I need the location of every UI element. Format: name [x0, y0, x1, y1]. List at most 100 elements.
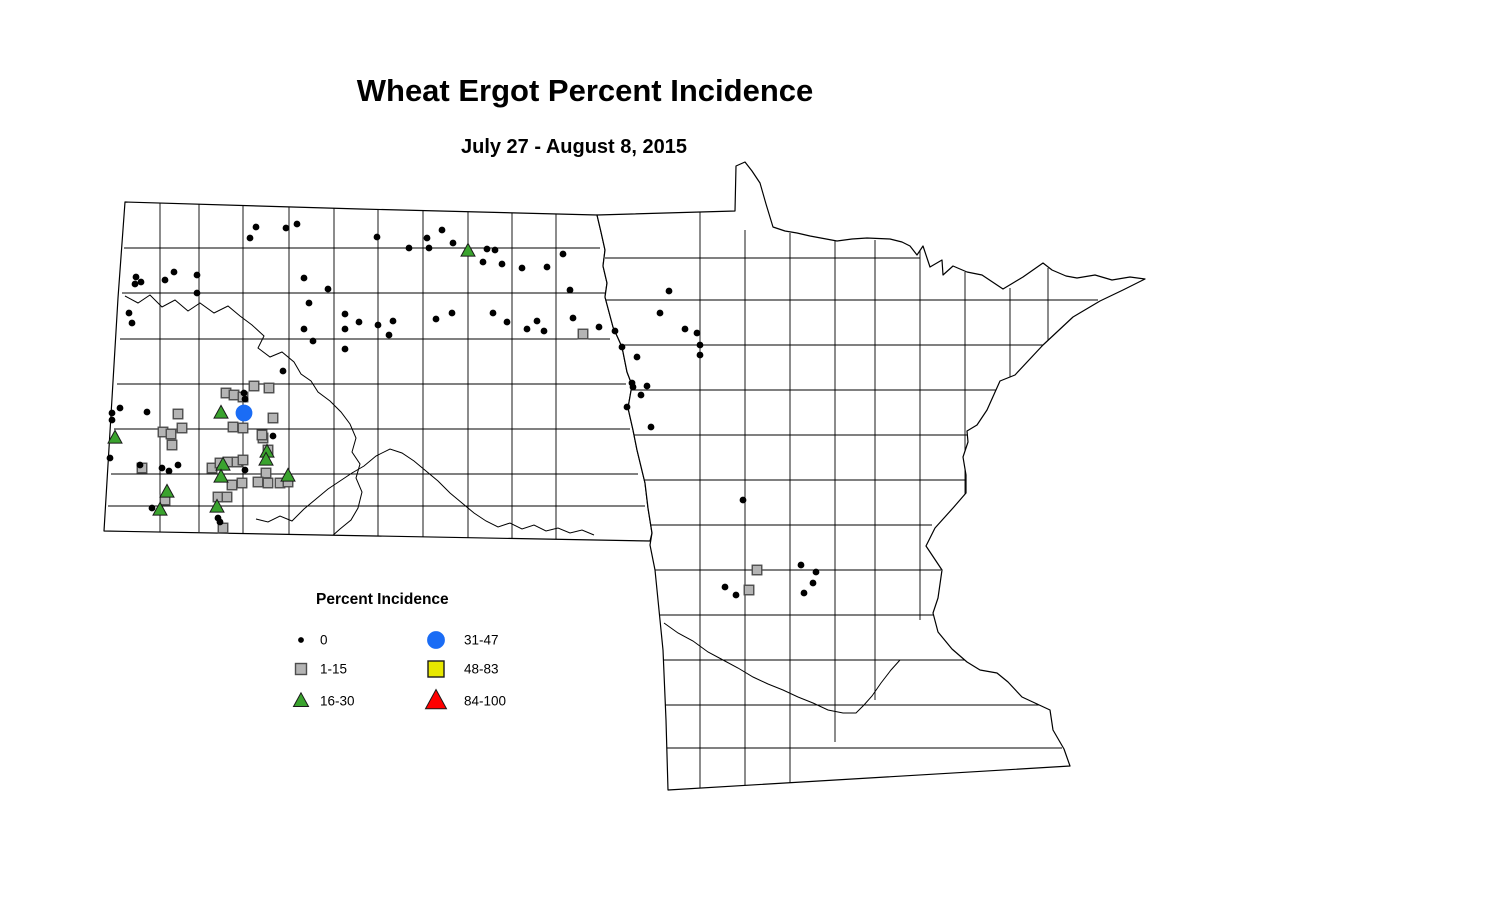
- state-outline-minnesota: [596, 161, 1146, 791]
- marker-0: [355, 318, 363, 326]
- marker-0: [252, 223, 260, 231]
- marker-16-30: [107, 429, 123, 444]
- marker-0: [341, 310, 349, 318]
- page-title: Wheat Ergot Percent Incidence: [357, 73, 814, 108]
- legend-title: Percent Incidence: [316, 591, 449, 608]
- marker-0: [106, 454, 114, 462]
- marker-1-15: [256, 429, 268, 441]
- marker-0: [128, 319, 136, 327]
- marker-0: [216, 518, 224, 526]
- marker-0: [300, 325, 308, 333]
- state-outlines: [103, 161, 1146, 791]
- marker-1-15: [263, 382, 275, 394]
- marker-0: [116, 404, 124, 412]
- legend: 0 1-15 16-30 31-47 48-83 84-100: [292, 631, 506, 710]
- marker-0: [193, 289, 201, 297]
- legend-marker-16-30: [292, 691, 310, 708]
- marker-0: [489, 309, 497, 317]
- marker-0: [503, 318, 511, 326]
- marker-0: [148, 504, 156, 512]
- marker-16-30: [258, 451, 274, 466]
- marker-0: [479, 258, 487, 266]
- marker-16-30: [213, 404, 229, 419]
- marker-0: [293, 220, 301, 228]
- marker-1-15: [166, 439, 178, 451]
- marker-0: [449, 239, 457, 247]
- marker-0: [438, 226, 446, 234]
- marker-16-30: [215, 456, 231, 471]
- marker-0: [643, 382, 651, 390]
- marker-0: [125, 309, 133, 317]
- marker-0: [595, 323, 603, 331]
- river-line: [255, 448, 595, 536]
- marker-0: [341, 325, 349, 333]
- river-lines: [124, 294, 595, 538]
- marker-1-15: [751, 564, 763, 576]
- marker-16-30: [209, 498, 225, 513]
- marker-0: [309, 337, 317, 345]
- marker-1-15: [267, 412, 279, 424]
- marker-0: [241, 466, 249, 474]
- legend-label-0: 0: [320, 633, 328, 648]
- marker-0: [341, 345, 349, 353]
- legend-marker-84-100: [424, 688, 448, 710]
- marker-0: [373, 233, 381, 241]
- legend-label-84-100: 84-100: [464, 694, 506, 709]
- marker-1-15: [237, 454, 249, 466]
- marker-0: [623, 403, 631, 411]
- marker-31-47: [235, 404, 253, 422]
- marker-0: [647, 423, 655, 431]
- marker-1-15: [227, 421, 239, 433]
- marker-1-15: [226, 479, 238, 491]
- marker-1-15: [577, 328, 589, 340]
- marker-0: [543, 263, 551, 271]
- legend-label-16-30: 16-30: [320, 694, 355, 709]
- marker-1-15: [172, 408, 184, 420]
- marker-0: [491, 246, 499, 254]
- marker-0: [165, 467, 173, 475]
- marker-0: [132, 273, 140, 281]
- incidence-markers: [106, 220, 820, 599]
- marker-1-15: [252, 476, 264, 488]
- county-lines: [108, 203, 645, 539]
- marker-0: [656, 309, 664, 317]
- marker-0: [425, 244, 433, 252]
- marker-0: [269, 432, 277, 440]
- river-line: [124, 294, 363, 538]
- marker-1-15: [260, 467, 272, 479]
- marker-0: [693, 329, 701, 337]
- marker-0: [193, 271, 201, 279]
- marker-0: [523, 325, 531, 333]
- marker-16-30: [213, 468, 229, 483]
- marker-0: [240, 389, 248, 397]
- marker-1-15: [221, 491, 233, 503]
- marker-0: [324, 285, 332, 293]
- marker-0: [797, 561, 805, 569]
- marker-0: [137, 278, 145, 286]
- marker-0: [812, 568, 820, 576]
- marker-0: [518, 264, 526, 272]
- legend-marker-1-15: [294, 662, 308, 676]
- marker-0: [665, 287, 673, 295]
- marker-0: [800, 589, 808, 597]
- legend-marker-48-83: [427, 660, 445, 678]
- marker-0: [540, 327, 548, 335]
- marker-0: [498, 260, 506, 268]
- marker-0: [533, 317, 541, 325]
- marker-0: [559, 250, 567, 258]
- marker-1-15: [743, 584, 755, 596]
- marker-0: [246, 234, 254, 242]
- marker-16-30: [159, 483, 175, 498]
- marker-0: [448, 309, 456, 317]
- marker-0: [637, 391, 645, 399]
- marker-0: [721, 583, 729, 591]
- marker-0: [108, 409, 116, 417]
- river-lines: [663, 622, 901, 714]
- legend-marker-0: [298, 637, 304, 643]
- legend-label-48-83: 48-83: [464, 662, 499, 677]
- marker-0: [633, 353, 641, 361]
- marker-0: [569, 314, 577, 322]
- marker-16-30: [152, 501, 168, 516]
